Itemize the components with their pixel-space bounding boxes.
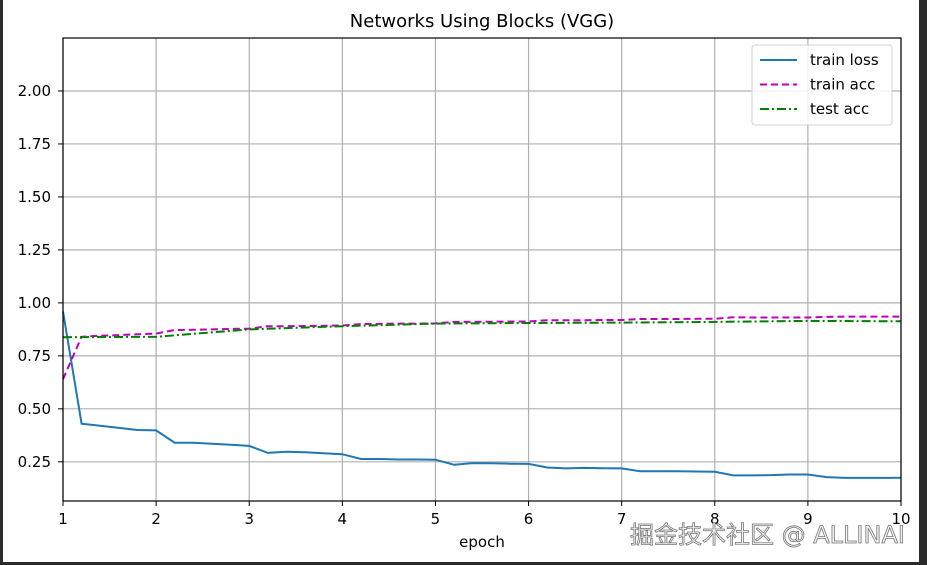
legend-label: test acc <box>810 100 869 118</box>
legend-label: train loss <box>810 51 879 69</box>
y-axis-ticks: 0.25 0.50 0.75 1.00 1.25 1.50 1.75 2.00 <box>18 82 63 471</box>
y-tick-label: 0.50 <box>18 400 51 418</box>
y-tick-label: 1.25 <box>18 241 51 259</box>
x-axis-label: epoch <box>459 533 505 551</box>
series-train-acc <box>62 315 901 380</box>
y-tick-label: 0.25 <box>18 453 51 471</box>
legend-label: train acc <box>810 76 875 94</box>
y-tick-label: 0.75 <box>18 347 51 365</box>
y-tick-label: 2.00 <box>18 82 51 100</box>
x-tick-label: 5 <box>431 510 441 528</box>
x-tick-label: 2 <box>151 510 161 528</box>
watermark: 掘金技术社区 @ ALLINAI <box>630 521 905 549</box>
series-test-acc <box>62 319 902 339</box>
y-tick-label: 1.75 <box>18 135 51 153</box>
x-tick-label: 4 <box>338 510 348 528</box>
x-tick-label: 9 <box>803 510 813 528</box>
series-train-loss <box>62 311 902 479</box>
y-tick-label: 1.50 <box>18 188 51 206</box>
x-tick-label: 6 <box>524 510 534 528</box>
x-tick-label: 8 <box>710 510 720 528</box>
x-tick-label: 10 <box>891 510 910 528</box>
legend: train loss train acc test acc <box>751 44 893 126</box>
x-tick-label: 1 <box>58 510 68 528</box>
y-tick-label: 1.00 <box>18 294 51 312</box>
x-tick-label: 3 <box>244 510 254 528</box>
x-axis-ticks: 1 2 3 4 5 6 7 8 9 10 <box>58 501 911 528</box>
plot-area-frame <box>62 37 902 502</box>
x-tick-label: 7 <box>617 510 627 528</box>
data-series <box>62 311 902 479</box>
chart-title: Networks Using Blocks (VGG) <box>350 11 614 32</box>
legend-box <box>751 44 893 126</box>
